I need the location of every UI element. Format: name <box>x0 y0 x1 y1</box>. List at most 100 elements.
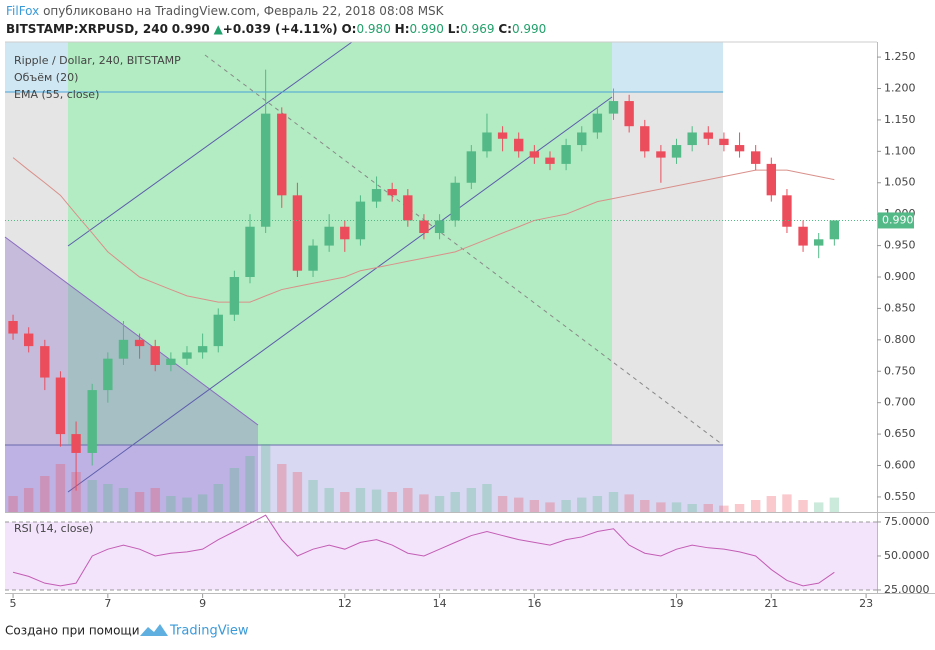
c-label: C: <box>498 22 512 36</box>
candle-body <box>103 358 113 391</box>
candle-body <box>561 145 571 164</box>
volume-bar <box>656 502 666 512</box>
candle-body <box>450 182 460 221</box>
y-tick-label: 0.550 <box>884 490 916 503</box>
candle-body <box>798 226 808 246</box>
volume-bar <box>340 492 350 512</box>
volume-bar <box>134 492 145 512</box>
x-tick-label: 16 <box>527 597 541 610</box>
y-tick-label: 0.900 <box>884 270 916 283</box>
volume-bar <box>497 496 508 512</box>
candle-body <box>608 101 619 114</box>
rsi-title: RSI (14, close) <box>14 522 93 535</box>
y-tick-label: 0.750 <box>884 364 916 377</box>
rsi-tick-label: 25.0000 <box>884 583 930 596</box>
volume-bar <box>8 496 18 512</box>
volume-bar <box>71 472 81 512</box>
candle-body <box>734 145 745 152</box>
candle-body <box>182 352 192 359</box>
x-tick-label: 5 <box>10 597 17 610</box>
volume-bar <box>229 468 240 512</box>
volume-bar <box>829 497 840 512</box>
volume-bar <box>750 500 761 512</box>
volume-bar <box>703 504 713 512</box>
legend-entry: Ripple / Dollar, 240, BITSTAMP <box>14 54 181 67</box>
volume-bar <box>40 476 50 512</box>
volume-bar <box>608 492 619 512</box>
h-label: H: <box>394 22 410 36</box>
volume-bar <box>103 484 113 512</box>
candle-body <box>55 377 66 435</box>
candle-body <box>197 346 208 353</box>
last-price-label: 0.990 <box>882 213 914 226</box>
ema-line <box>12 157 835 303</box>
candle-body <box>134 339 145 347</box>
y-tick-label: 1.250 <box>884 50 916 63</box>
volume-bar <box>118 488 129 512</box>
author[interactable]: FilFox <box>6 4 40 18</box>
candle-body <box>24 333 34 347</box>
volume-bar <box>182 497 192 512</box>
candle-body <box>640 126 650 152</box>
volume-bar <box>292 472 303 512</box>
volume-bar <box>166 496 176 512</box>
volume-bar <box>624 494 634 512</box>
candle-body <box>340 226 350 240</box>
candle-body <box>545 157 555 164</box>
candle-body <box>150 346 160 365</box>
candle-body <box>245 226 255 277</box>
volume-bar <box>245 456 255 512</box>
candle-body <box>308 245 318 271</box>
footer-brand[interactable]: TradingView <box>169 624 249 639</box>
trend-line <box>4 236 259 426</box>
candle-body <box>766 163 777 196</box>
volume-bar <box>766 496 777 512</box>
volume-bar <box>734 504 745 512</box>
y-tick-label: 0.800 <box>884 333 916 346</box>
volume-bar <box>640 500 650 512</box>
volume-bar <box>798 500 808 512</box>
change: +0.039 (+4.11%) <box>222 22 338 36</box>
volume-bar <box>529 500 540 512</box>
rsi-tick-label: 75.0000 <box>884 515 930 528</box>
channel-line <box>67 96 613 493</box>
candle-body <box>514 138 524 152</box>
rsi-tick-label: 50.0000 <box>884 549 930 562</box>
volume-bar <box>687 504 697 512</box>
volume-bar <box>671 502 682 512</box>
l-label: L: <box>447 22 461 36</box>
volume-bar <box>434 496 445 512</box>
candle-body <box>260 113 271 227</box>
candle-body <box>387 189 397 196</box>
x-tick-label: 19 <box>670 597 684 610</box>
symbol: BITSTAMP:XRPUSD, 240 <box>6 22 168 36</box>
candle-body <box>118 339 129 359</box>
x-tick-label: 7 <box>104 597 111 610</box>
candle-body <box>466 151 477 183</box>
y-tick-label: 1.050 <box>884 176 916 189</box>
volume-bar <box>324 488 334 512</box>
y-tick-label: 1.100 <box>884 144 916 157</box>
o-label: O: <box>341 22 357 36</box>
c-value: 0.990 <box>511 22 547 36</box>
volume-bar <box>355 488 366 512</box>
legend-entry: EMA (55, close) <box>14 88 99 101</box>
volume-bar <box>719 505 729 512</box>
zone <box>5 445 723 512</box>
volume-bar <box>260 444 271 512</box>
candle-body <box>719 138 729 146</box>
candle-body <box>40 346 50 378</box>
candle-body <box>324 226 334 246</box>
published: опубликовано на TradingView.com, Февраль… <box>43 4 444 18</box>
volume-bar <box>782 494 792 512</box>
volume-bar <box>197 494 208 512</box>
volume-bar <box>592 496 603 512</box>
x-tick-label: 9 <box>199 597 206 610</box>
candle-body <box>403 195 413 221</box>
x-tick-label: 12 <box>338 597 352 610</box>
zone <box>68 42 612 445</box>
y-tick-label: 1.150 <box>884 113 916 126</box>
candle-body <box>277 113 287 196</box>
